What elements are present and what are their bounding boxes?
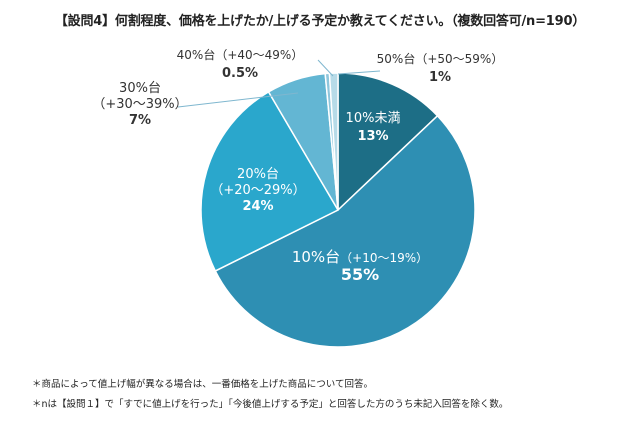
slice-label-1: 10%未満 13% (346, 111, 401, 144)
footnote-1: ＊商品によって値上げ幅が異なる場合は、一番価格を上げた商品について回答。 (32, 379, 373, 390)
chart-title: 【設問4】何割程度、価格を上げたか/上げる予定か教えてください。（複数回答可/n… (54, 14, 586, 29)
leader-line-5 (317, 59, 334, 77)
pie-slice-3 (200, 90, 340, 272)
slice-label-3: 20%台（+20〜29%） 24% (210, 167, 305, 214)
leader-line-4 (177, 92, 299, 108)
pie-slice-2 (214, 114, 476, 348)
slice-label-5: 40%台（+40〜49%） 0.5% (177, 47, 304, 81)
pie-slice-6 (328, 72, 339, 211)
slice-label-4: 30%台（+30〜39%） 7% (92, 81, 187, 128)
slice-label-6: 50%台（+50〜59%） 1% (377, 51, 504, 85)
slice-label-2: 10%台（+10〜19%） 55% (292, 248, 428, 284)
leader-line-6 (337, 70, 381, 75)
footnote-2: ＊nは【設問１】で「すでに値上げを行った」「今後値上げする予定」と回答した方のう… (32, 399, 509, 410)
